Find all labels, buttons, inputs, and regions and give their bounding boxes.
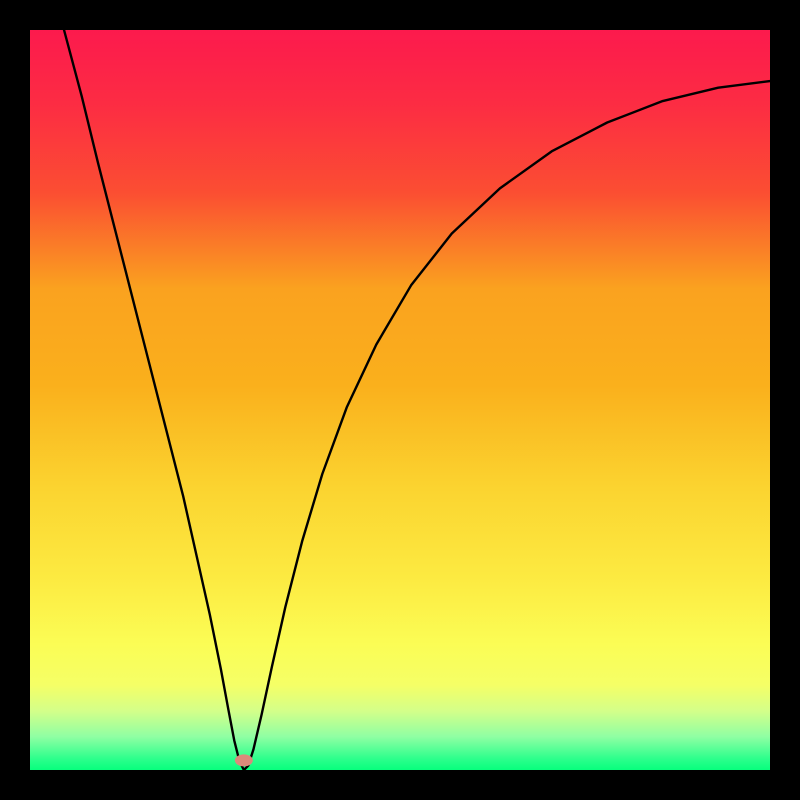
optimal-point-marker [235,754,253,766]
chart-canvas: TheBottleneck.com [0,0,800,800]
bottleneck-chart-svg [0,0,800,800]
plot-background [30,30,770,770]
